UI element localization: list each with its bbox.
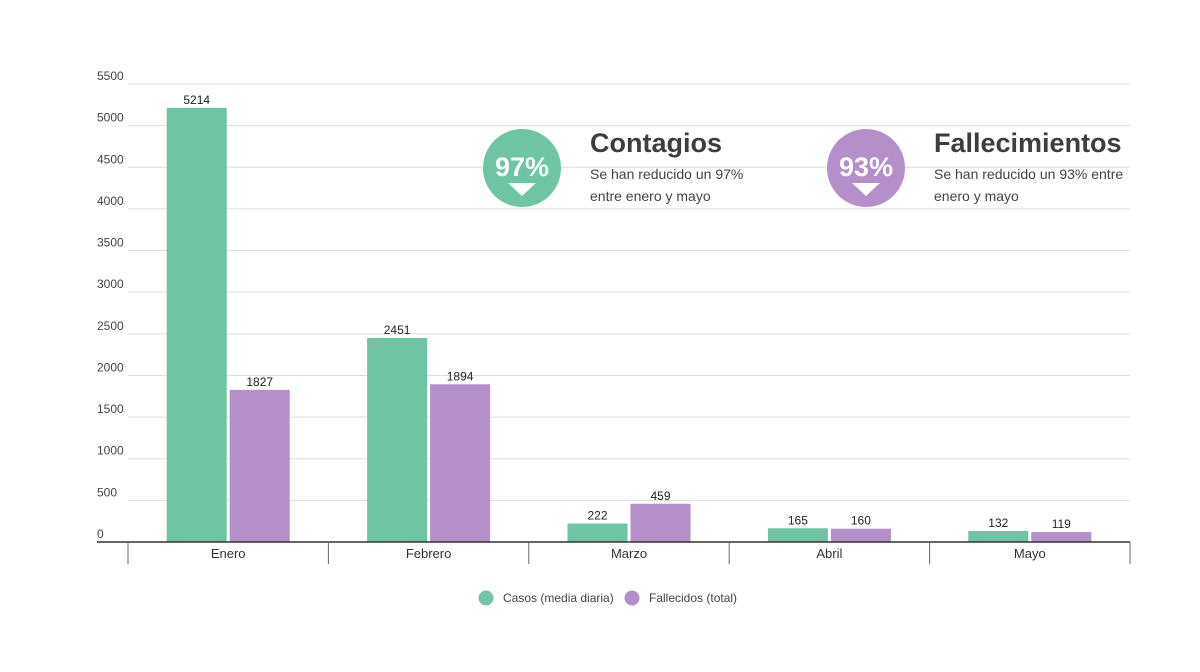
data-label: 1827 [246, 375, 273, 389]
annotation-text: entre enero y mayo [590, 188, 711, 204]
y-tick-label: 1500 [97, 402, 124, 416]
legend-label: Fallecidos (total) [649, 591, 737, 605]
y-tick-label: 3500 [97, 236, 124, 250]
annotation-percent: 93% [839, 152, 893, 182]
bar-febrero-series-1 [367, 337, 428, 542]
annotation-circle [827, 129, 905, 207]
legend-item-1: Casos (media diaria) [478, 590, 614, 606]
x-tick-label: Enero [211, 546, 246, 561]
data-label: 1894 [447, 369, 474, 383]
y-axis: 0 500 1000 1500 2000 2500 3000 3500 4000 4500 5000… [97, 69, 124, 541]
bar-abril-series-1 [767, 528, 828, 542]
x-tick-label: Febrero [406, 546, 452, 561]
y-tick-label: 5000 [97, 111, 124, 125]
y-tick-label: 4000 [97, 194, 124, 208]
bar-abril-series-2 [830, 528, 891, 542]
data-label: 165 [788, 513, 808, 527]
annotation-circle [483, 129, 561, 207]
down-arrow-icon [852, 183, 880, 196]
x-axis: Enero Febrero Marzo Abril Mayo [97, 541, 1131, 564]
y-tick-label: 4500 [97, 152, 124, 166]
data-label: 222 [587, 509, 607, 523]
legend-item-2: Fallecidos (total) [624, 590, 737, 606]
annotation-text: Se han reducido un 97% [590, 166, 743, 182]
bar-mayo-series-1 [968, 531, 1029, 542]
annotation-title: Fallecimientos [934, 128, 1122, 158]
x-tick-label: Mayo [1014, 546, 1046, 561]
legend-label: Casos (media diaria) [503, 591, 614, 605]
y-tick-label: 3000 [97, 277, 124, 291]
y-tick-label: 0 [97, 527, 104, 541]
bar-enero-series-1 [166, 107, 227, 542]
y-tick-label: 2500 [97, 319, 124, 333]
y-tick-label: 5500 [97, 69, 124, 83]
y-tick-label: 1000 [97, 444, 124, 458]
legend-swatch [624, 590, 640, 606]
annotation-text: enero y mayo [934, 188, 1019, 204]
annotation-title: Contagios [590, 128, 722, 158]
data-label: 119 [1052, 517, 1071, 531]
legend-swatch [478, 590, 494, 606]
down-arrow-icon [508, 183, 536, 196]
bar-enero-series-2 [229, 389, 290, 542]
data-label: 2451 [384, 323, 411, 337]
gridlines [128, 83, 1130, 501]
bar-marzo-series-2 [630, 503, 691, 542]
annotation-text: Se han reducido un 93% entre [934, 166, 1123, 182]
annotation-percent: 97% [495, 152, 549, 182]
y-tick-label: 500 [97, 485, 117, 499]
annotation-2: 93% Fallecimientos Se han reducido un 93% … [827, 128, 1123, 207]
annotations: 97% Contagios Se han reducido un 97% entre … [483, 128, 1123, 207]
legend: Casos (media diaria) Fallecidos (total) [478, 590, 737, 606]
data-label: 5214 [183, 93, 210, 107]
bar-febrero-series-2 [430, 384, 491, 542]
x-tick-label: Marzo [611, 546, 647, 561]
x-tick-label: Abril [816, 546, 842, 561]
bar-mayo-series-2 [1031, 532, 1092, 542]
bar-marzo-series-1 [567, 523, 628, 542]
y-tick-label: 2000 [97, 360, 124, 374]
data-label: 459 [650, 489, 670, 503]
data-label: 160 [851, 514, 871, 528]
bars: 5214 1827 2451 1894 222 459 165 160 132 119 [166, 93, 1092, 542]
annotation-1: 97% Contagios Se han reducido un 97% entre … [483, 128, 743, 207]
data-label: 132 [988, 516, 1008, 530]
